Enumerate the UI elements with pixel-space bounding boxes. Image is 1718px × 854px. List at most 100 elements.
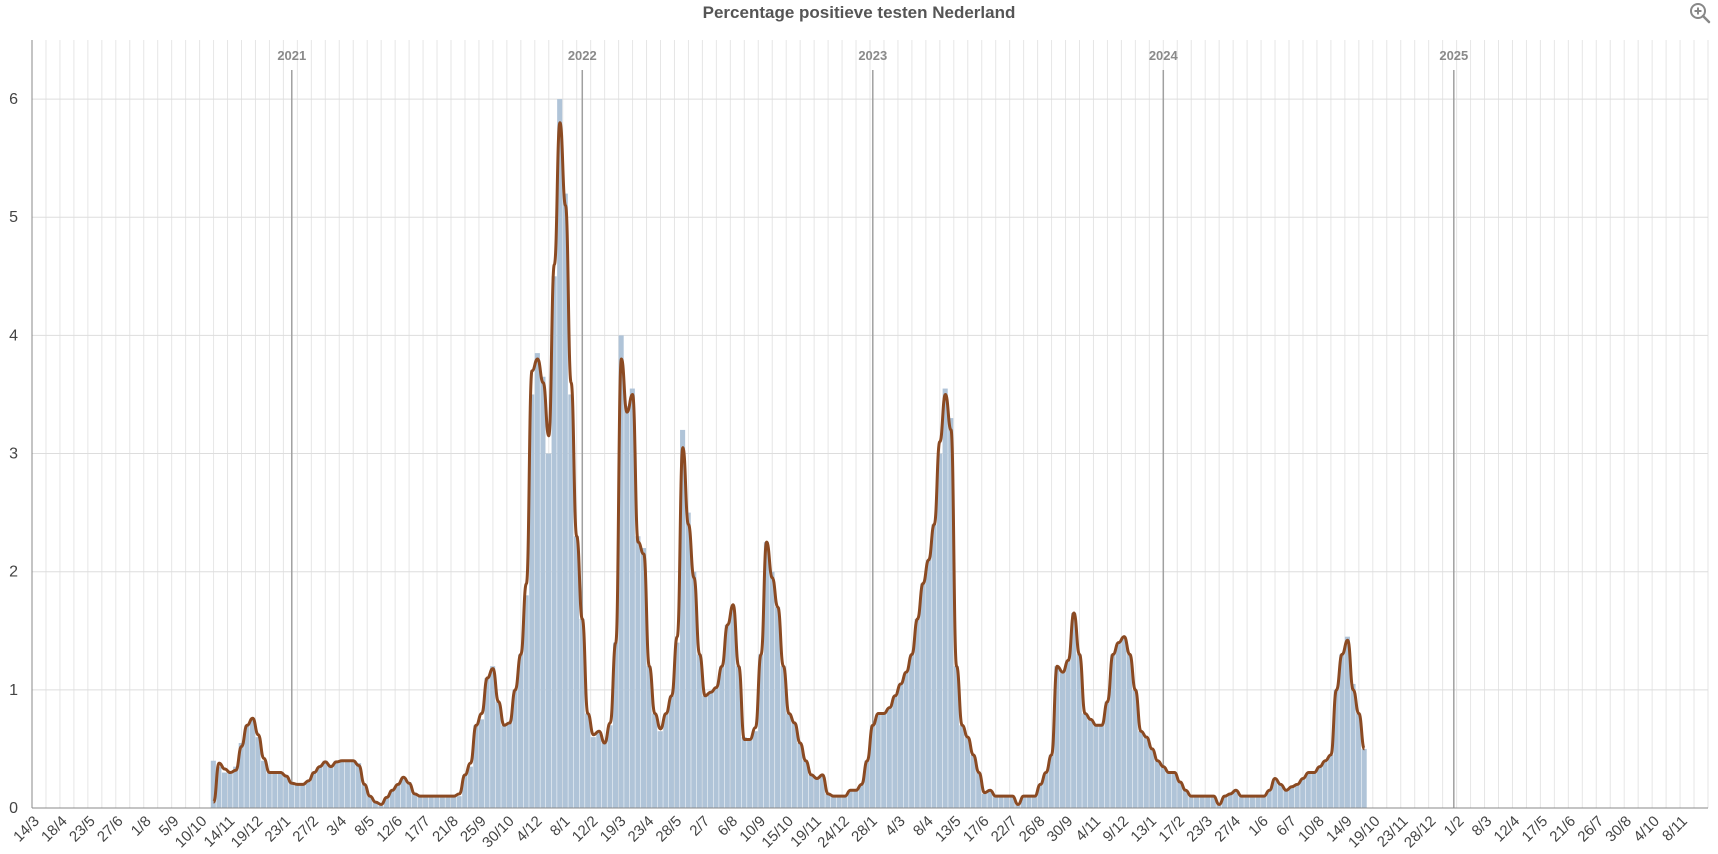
x-tick-label: 23/4: [625, 813, 658, 846]
data-bar: [842, 796, 848, 808]
data-bar: [1110, 654, 1116, 808]
x-tick-label: 4/3: [882, 813, 909, 840]
y-tick-label: 2: [9, 564, 18, 581]
data-bar: [568, 394, 574, 808]
data-bar: [221, 772, 228, 808]
data-bar: [1244, 796, 1250, 808]
data-bar: [417, 796, 423, 808]
data-bar: [881, 713, 887, 808]
data-bar: [596, 731, 602, 808]
data-bar: [1221, 796, 1228, 808]
data-bar: [495, 701, 501, 808]
data-bar: [858, 784, 864, 808]
data-bar: [618, 335, 624, 808]
data-bar: [724, 624, 730, 808]
x-tick-label: 12/6: [373, 813, 406, 846]
data-bar: [534, 353, 540, 808]
data-bar: [931, 524, 937, 808]
data-bar: [272, 772, 278, 808]
data-bar: [328, 766, 334, 808]
data-bar: [1194, 796, 1200, 808]
data-bar: [305, 782, 311, 808]
y-tick-label: 1: [9, 682, 18, 699]
data-bar: [322, 760, 328, 808]
x-tick-label: 10/8: [1295, 813, 1328, 846]
data-bar: [1004, 796, 1010, 808]
data-bar: [1087, 719, 1093, 808]
x-tick-label: 8/11: [1659, 813, 1691, 845]
trend-line: [212, 121, 1366, 806]
data-bar: [1188, 796, 1194, 808]
data-bar: [1233, 790, 1239, 808]
data-bar: [529, 394, 535, 808]
x-tick-label: 4/12: [513, 813, 546, 846]
data-bar: [300, 784, 306, 808]
data-bar: [1126, 654, 1133, 808]
data-bar: [551, 276, 557, 808]
data-bar: [691, 571, 697, 808]
data-bar: [585, 713, 591, 808]
zoom-in-icon[interactable]: [1688, 1, 1712, 25]
data-bar: [909, 654, 915, 808]
data-bar: [333, 760, 339, 808]
data-bar: [1032, 796, 1038, 808]
data-bar: [914, 618, 920, 808]
data-bar: [356, 763, 362, 808]
data-bar: [311, 772, 317, 808]
data-bar: [897, 683, 904, 808]
data-bar: [506, 722, 512, 808]
data-bar: [970, 754, 976, 808]
data-bar: [629, 388, 635, 808]
x-tick-label: 30/8: [1602, 813, 1635, 846]
data-bar: [1266, 790, 1272, 808]
x-tick-label: 23/5: [66, 813, 99, 846]
x-tick-label: 27/4: [1211, 813, 1244, 846]
data-bar: [870, 725, 876, 808]
data-bar: [557, 99, 563, 809]
data-bar: [953, 666, 959, 808]
data-bar: [1356, 713, 1362, 808]
data-bar: [1071, 613, 1077, 808]
data-bar: [350, 760, 356, 808]
data-bar: [216, 766, 222, 808]
data-bar: [825, 793, 831, 808]
x-tick-label: 12/2: [569, 813, 602, 846]
year-marker-label: 2021: [277, 48, 306, 63]
data-bar: [283, 774, 289, 808]
data-bar: [1361, 748, 1367, 808]
data-bar: [367, 796, 373, 808]
data-bar: [1138, 731, 1144, 808]
year-marker-label: 2022: [568, 48, 597, 63]
data-bar: [344, 760, 350, 808]
x-tick-label: 1/2: [1441, 813, 1468, 840]
data-bar: [1227, 793, 1233, 808]
x-tick-label: 23/1: [262, 813, 295, 846]
data-bar: [372, 802, 378, 808]
data-bar: [1294, 784, 1300, 808]
data-bar: [1099, 725, 1105, 808]
data-bar: [1037, 784, 1043, 808]
data-bar: [227, 772, 233, 808]
data-bar: [316, 766, 323, 808]
x-tick-label: 4/10: [1630, 813, 1663, 846]
x-tick-label: 9/12: [1100, 813, 1133, 846]
data-bar: [864, 760, 870, 808]
data-bar: [942, 388, 948, 808]
data-bar: [1333, 689, 1339, 808]
data-bar: [992, 796, 998, 808]
data-bar: [903, 672, 909, 808]
data-bar: [702, 695, 708, 808]
data-bar: [573, 536, 579, 808]
data-bar: [590, 737, 596, 808]
data-bar: [1093, 725, 1099, 808]
data-bar: [624, 406, 630, 808]
data-bar: [741, 737, 747, 808]
data-bar: [752, 731, 758, 808]
x-tick-label: 26/7: [1574, 813, 1607, 846]
x-tick-label: 28/12: [1401, 813, 1440, 852]
data-bar: [512, 689, 518, 808]
data-bar: [400, 778, 406, 808]
data-bar: [1149, 748, 1155, 808]
data-bar: [1054, 666, 1060, 808]
